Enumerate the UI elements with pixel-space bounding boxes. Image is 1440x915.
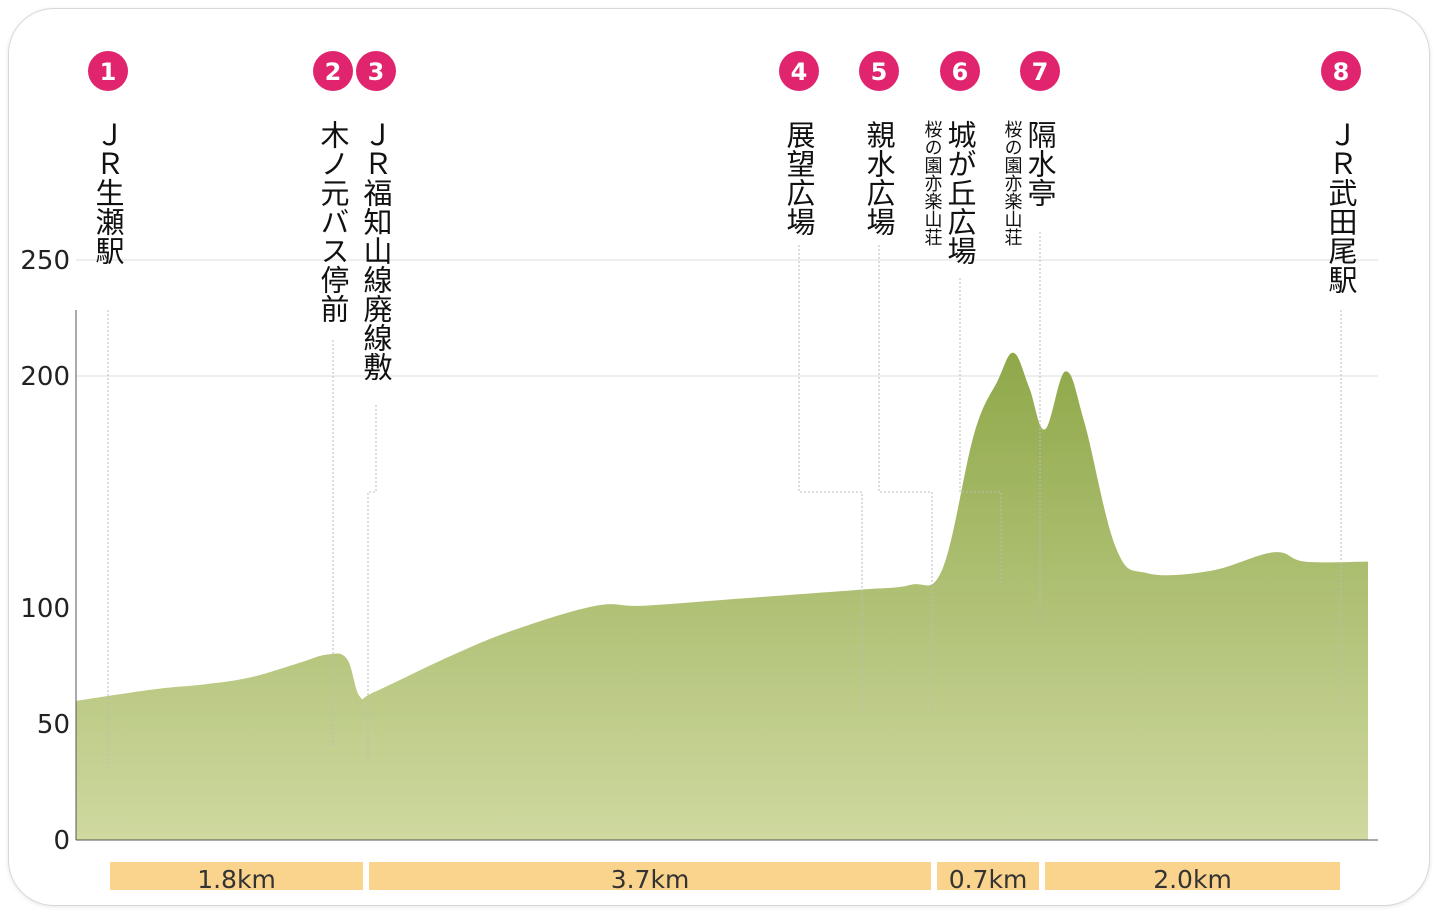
station-number: 1 (100, 58, 117, 86)
y-tick-label: 100 (20, 594, 70, 624)
station-marker-8 (1321, 51, 1361, 91)
leader-line-4 (798, 245, 863, 714)
distance-bar-2 (369, 862, 931, 890)
distance-bar-1 (110, 862, 363, 890)
distance-bar-3 (937, 862, 1039, 890)
station-name: 隔水亭 (1023, 120, 1057, 207)
y-tick-label: 0 (53, 826, 70, 856)
station-marker-7 (1020, 51, 1060, 91)
distance-label: 3.7km (611, 865, 690, 894)
station-name: 展望広場 (782, 120, 816, 236)
y-tick-label: 50 (37, 710, 70, 740)
station-number: 2 (325, 58, 342, 86)
station-marker-1 (88, 51, 128, 91)
station-number: 4 (791, 58, 808, 86)
y-tick-label: 200 (20, 362, 70, 392)
distance-label: 1.8km (197, 865, 276, 894)
y-tick-label: 250 (20, 246, 70, 276)
station-marker-3 (356, 51, 396, 91)
station-name: 城が丘広場 (943, 120, 977, 265)
station-marker-2 (313, 51, 353, 91)
leader-line-5 (878, 245, 933, 712)
station-name: ＪＲ武田尾駅 (1324, 120, 1358, 294)
station-number: 5 (871, 58, 888, 86)
distance-label: 0.7km (949, 865, 1028, 894)
station-name: ＪＲ福知山線廃線敷 (359, 120, 393, 381)
station-name: 親水広場 (862, 120, 896, 236)
station-name: ＪＲ生瀬駅 (91, 120, 125, 265)
station-name: 木ノ元バス停前 (316, 120, 350, 323)
leader-line-6 (959, 278, 1002, 584)
distance-label: 2.0km (1153, 865, 1232, 894)
elevation-area (76, 352, 1368, 840)
station-marker-5 (859, 51, 899, 91)
station-subtitle: 桜の園亦楽山荘 (1002, 120, 1023, 246)
distance-bar-4 (1045, 862, 1340, 890)
station-number: 7 (1032, 58, 1049, 86)
station-number: 8 (1333, 58, 1350, 86)
station-subtitle: 桜の園亦楽山荘 (922, 120, 943, 246)
station-number: 3 (368, 58, 385, 86)
station-marker-4 (779, 51, 819, 91)
station-marker-6 (940, 51, 980, 91)
station-number: 6 (952, 58, 969, 86)
